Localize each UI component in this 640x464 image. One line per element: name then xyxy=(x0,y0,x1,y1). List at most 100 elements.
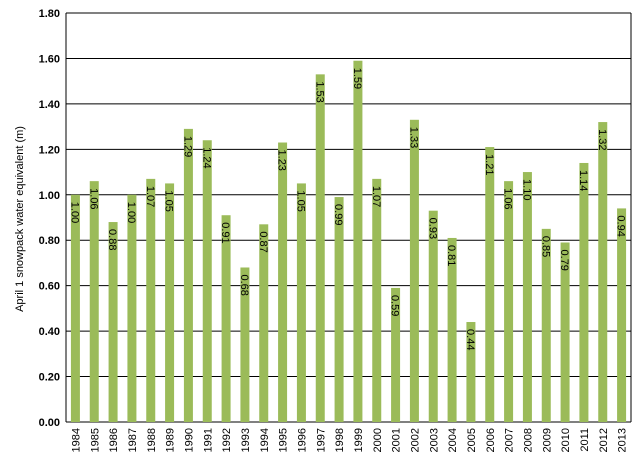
x-tick-label: 2000 xyxy=(372,428,384,452)
bar xyxy=(202,140,212,422)
data-label: 0.99 xyxy=(332,204,344,225)
y-tick-label: 0.40 xyxy=(39,326,60,338)
x-tick-label: 2001 xyxy=(391,428,403,452)
data-label: 0.93 xyxy=(426,218,438,239)
bar xyxy=(259,224,269,422)
data-label: 0.88 xyxy=(106,229,118,250)
data-label: 1.10 xyxy=(520,179,532,200)
bar xyxy=(334,197,344,422)
x-tick-label: 2002 xyxy=(409,428,421,452)
data-label: 1.23 xyxy=(276,150,288,171)
bar xyxy=(278,142,288,422)
x-tick-label: 1984 xyxy=(70,428,82,452)
x-tick-label: 1988 xyxy=(146,428,158,452)
x-tick-label: 2007 xyxy=(504,428,516,452)
bar xyxy=(315,74,325,422)
bar xyxy=(598,122,608,423)
x-tick-label: 1990 xyxy=(183,428,195,452)
x-axis-tick-labels: 1984 1985 1986 1987 1988 1989 1990 1991 1992 1993… xyxy=(70,428,628,452)
data-label: 0.59 xyxy=(389,295,401,316)
data-label: 1.32 xyxy=(596,129,608,150)
bar xyxy=(183,128,193,422)
data-label: 1.24 xyxy=(200,147,212,168)
x-tick-label: 2010 xyxy=(560,428,572,452)
x-tick-label: 1995 xyxy=(278,428,290,452)
data-label: 1.06 xyxy=(502,188,514,209)
data-label: 0.79 xyxy=(558,249,570,270)
x-tick-label: 2012 xyxy=(598,428,610,452)
bar xyxy=(221,215,231,422)
bar xyxy=(428,210,438,422)
bar xyxy=(127,194,137,422)
y-tick-label: 0.00 xyxy=(39,417,60,429)
data-label: 1.59 xyxy=(351,68,363,89)
x-tick-label: 1987 xyxy=(127,428,139,452)
bar xyxy=(541,228,551,422)
y-tick-label: 1.60 xyxy=(39,53,60,65)
bar xyxy=(447,237,457,422)
data-label: 0.44 xyxy=(464,329,476,350)
x-tick-label: 2011 xyxy=(579,428,591,452)
y-tick-label: 1.20 xyxy=(39,144,60,156)
bar xyxy=(579,162,589,422)
data-label: 1.29 xyxy=(181,136,193,157)
data-label: 1.14 xyxy=(577,170,589,191)
bar xyxy=(391,287,401,422)
bar xyxy=(89,181,99,422)
x-tick-label: 2009 xyxy=(541,428,553,452)
data-label: 0.91 xyxy=(219,222,231,243)
y-tick-label: 0.20 xyxy=(39,372,60,384)
gridlines xyxy=(65,12,632,423)
bars xyxy=(70,60,627,423)
x-tick-label: 1989 xyxy=(165,428,177,452)
data-label: 0.87 xyxy=(257,231,269,252)
bar xyxy=(504,181,514,422)
data-label: 1.33 xyxy=(407,127,419,148)
y-tick-label: 1.80 xyxy=(39,8,60,20)
x-tick-label: 2004 xyxy=(447,428,459,452)
data-label: 1.07 xyxy=(144,186,156,207)
bar xyxy=(466,322,476,422)
x-tick-label: 1985 xyxy=(89,428,101,452)
x-tick-label: 2005 xyxy=(466,428,478,452)
bar xyxy=(485,147,495,423)
x-tick-label: 1999 xyxy=(353,428,365,452)
data-label: 1.05 xyxy=(294,190,306,211)
data-label: 1.21 xyxy=(483,154,495,175)
data-label: 1.53 xyxy=(313,81,325,102)
x-tick-label: 2013 xyxy=(617,428,629,452)
data-label: 0.81 xyxy=(445,245,457,266)
data-label: 1.07 xyxy=(370,186,382,207)
data-label: 1.06 xyxy=(87,188,99,209)
data-label: 0.94 xyxy=(615,215,627,236)
x-tick-label: 1997 xyxy=(315,428,327,452)
y-axis-tick-labels: 0.00 0.20 0.40 0.60 0.80 1.00 1.20 1.40 1.60 1.80 xyxy=(39,8,60,429)
x-tick-label: 1994 xyxy=(259,428,271,452)
bar xyxy=(240,267,250,422)
data-label: 0.68 xyxy=(238,274,250,295)
bar xyxy=(372,178,382,422)
x-tick-label: 1993 xyxy=(240,428,252,452)
y-tick-label: 1.00 xyxy=(39,190,60,202)
data-label: 1.05 xyxy=(163,190,175,211)
x-tick-label: 2003 xyxy=(428,428,440,452)
bar xyxy=(108,222,118,422)
y-tick-label: 0.60 xyxy=(39,281,60,293)
x-tick-label: 2006 xyxy=(485,428,497,452)
data-label: 0.85 xyxy=(539,236,551,257)
y-tick-label: 0.80 xyxy=(39,235,60,247)
x-tick-label: 1996 xyxy=(296,428,308,452)
y-tick-label: 1.40 xyxy=(39,99,60,111)
bar xyxy=(70,194,80,422)
data-label: 1.00 xyxy=(125,202,137,223)
data-label: 1.00 xyxy=(68,202,80,223)
bar xyxy=(409,119,419,423)
bar xyxy=(296,183,306,422)
bar xyxy=(353,60,363,422)
bar xyxy=(617,208,627,422)
x-tick-label: 1986 xyxy=(108,428,120,452)
y-axis-label: April 1 snowpack water equivalent (m) xyxy=(14,126,26,312)
x-tick-label: 1991 xyxy=(202,428,214,452)
bar xyxy=(560,242,570,422)
